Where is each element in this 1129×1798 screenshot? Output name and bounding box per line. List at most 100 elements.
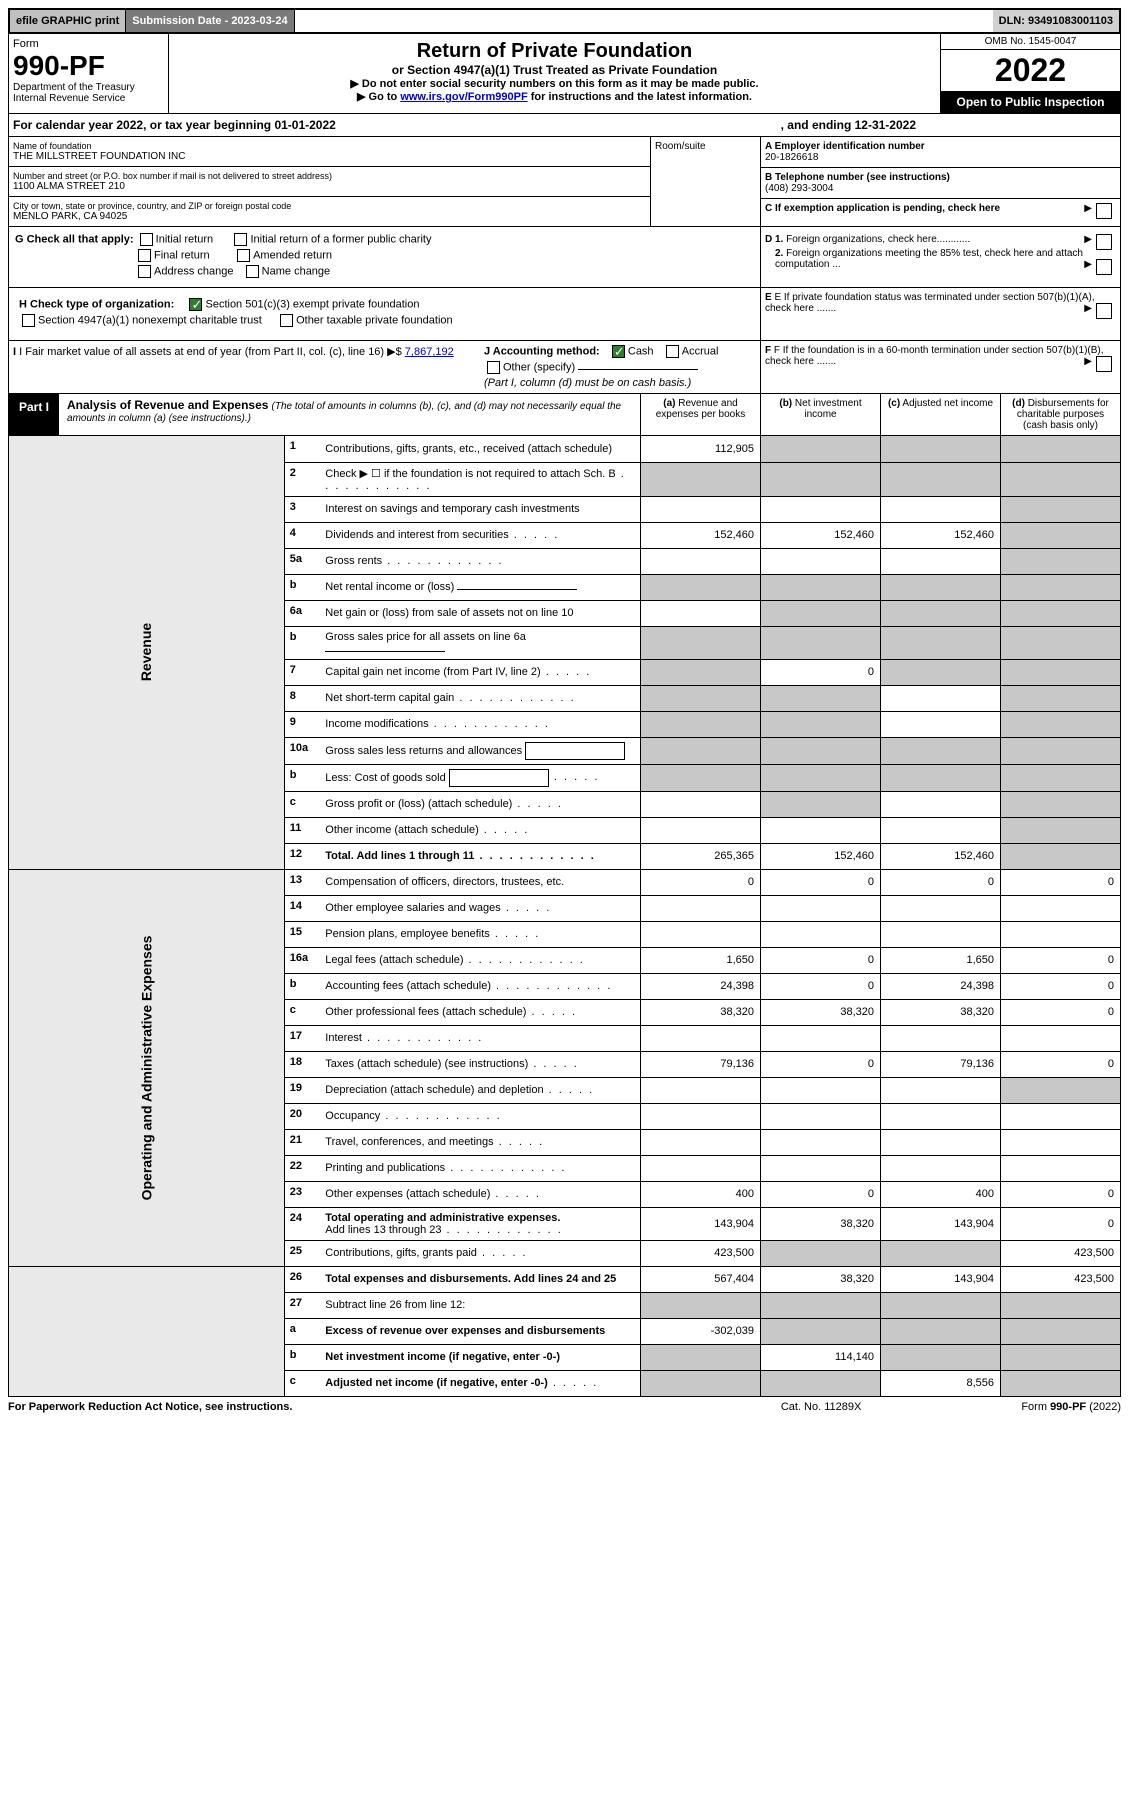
calendar-year-row: For calendar year 2022, or tax year begi… [8,114,1121,137]
row-22-label: Printing and publications [325,1162,445,1174]
row-21-label: Travel, conferences, and meetings [325,1136,493,1148]
j-label: J Accounting method: [484,345,600,357]
row-16c-label: Other professional fees (attach schedule… [325,1006,526,1018]
city-state-zip: MENLO PARK, CA 94025 [13,211,646,222]
row-27b-label: Net investment income (if negative, ente… [325,1351,560,1363]
accrual-checkbox[interactable] [666,345,679,358]
part1-header: Part I Analysis of Revenue and Expenses … [8,394,1121,436]
form-header: Form 990-PF Department of the Treasury I… [8,34,1121,114]
name-change-checkbox[interactable] [246,265,259,278]
form-number: 990-PF [13,50,164,82]
row-16a-label: Legal fees (attach schedule) [325,954,463,966]
row-2-label: Check ▶ ☐ if the foundation is not requi… [325,468,615,480]
row-27c-label: Adjusted net income (if negative, enter … [325,1377,547,1389]
row-13-label: Compensation of officers, directors, tru… [320,869,640,895]
row-27-label: Subtract line 26 from line 12: [320,1292,640,1318]
page-footer: For Paperwork Reduction Act Notice, see … [8,1397,1121,1417]
row-5b-label: Net rental income or (loss) [325,581,454,593]
row-23-label: Other expenses (attach schedule) [325,1188,490,1200]
row-14-label: Other employee salaries and wages [325,902,500,914]
row-27a-label: Excess of revenue over expenses and disb… [320,1318,640,1344]
final-return-checkbox[interactable] [138,249,151,262]
section-g-d: G Check all that apply: Initial return I… [8,227,1121,288]
revenue-side-label: Revenue [138,623,154,681]
row-10c-label: Gross profit or (loss) (attach schedule) [325,798,512,810]
h-label: H Check type of organization: [19,298,174,310]
g-label: G Check all that apply: [15,233,134,245]
footer-catno: Cat. No. 11289X [781,1401,862,1413]
row-8-label: Net short-term capital gain [325,692,454,704]
fmv-amount[interactable]: 7,867,192 [405,346,454,358]
other-taxable-checkbox[interactable] [280,314,293,327]
part1-table: Revenue 1Contributions, gifts, grants, e… [8,436,1121,1397]
row-16b-label: Accounting fees (attach schedule) [325,980,491,992]
address-change-checkbox[interactable] [138,265,151,278]
irs: Internal Revenue Service [13,93,164,104]
city-label: City or town, state or province, country… [13,201,646,211]
footer-paperwork: For Paperwork Reduction Act Notice, see … [8,1401,292,1413]
row-1-label: Contributions, gifts, grants, etc., rece… [320,436,640,462]
f-text: F If the foundation is in a 60-month ter… [765,345,1104,367]
row-20-label: Occupancy [325,1110,380,1122]
row-10b-label: Less: Cost of goods sold [325,771,445,783]
dln: DLN: 93491083001103 [993,10,1119,32]
room-label: Room/suite [655,141,756,152]
row-15-label: Pension plans, employee benefits [325,928,490,940]
row-7-label: Capital gain net income (from Part IV, l… [325,666,540,678]
street-address: 1100 ALMA STREET 210 [13,181,646,192]
submission-date: Submission Date - 2023-03-24 [126,10,294,32]
row-5a-label: Gross rents [325,555,382,567]
col-c-header: Adjusted net income [902,398,993,409]
d2-text: Foreign organizations meeting the 85% te… [775,248,1083,270]
table-row: Operating and Administrative Expenses 13… [9,869,1121,895]
footer-form: Form 990-PF (2022) [1021,1401,1121,1413]
f-checkbox[interactable] [1096,356,1112,372]
row-4-label: Dividends and interest from securities [325,529,508,541]
name-label: Name of foundation [13,141,646,151]
tax-year: 2022 [941,50,1120,91]
part1-tab: Part I [9,394,59,435]
note-link: ▶ Go to www.irs.gov/Form990PF for instru… [175,90,934,103]
table-row: Revenue 1Contributions, gifts, grants, e… [9,436,1121,462]
row-11-label: Other income (attach schedule) [325,824,478,836]
i-label: I Fair market value of all assets at end… [19,346,402,358]
phone-label: B Telephone number (see instructions) [765,172,1116,183]
e-checkbox[interactable] [1096,303,1112,319]
section-i-j-f: I I Fair market value of all assets at e… [8,341,1121,394]
topbar: efile GRAPHIC print Submission Date - 20… [8,8,1121,34]
row-9-label: Income modifications [325,718,428,730]
row-19-label: Depreciation (attach schedule) and deple… [325,1084,543,1096]
other-method-checkbox[interactable] [487,361,500,374]
addr-label: Number and street (or P.O. box number if… [13,171,646,181]
ein-label: A Employer identification number [765,141,1116,152]
form-subtitle: or Section 4947(a)(1) Trust Treated as P… [175,63,934,77]
initial-return-public-checkbox[interactable] [234,233,247,246]
row-12-label: Total. Add lines 1 through 11 [325,850,474,862]
open-public: Open to Public Inspection [941,91,1120,113]
dept: Department of the Treasury [13,82,164,93]
row-6a-label: Net gain or (loss) from sale of assets n… [320,600,640,626]
d1-checkbox[interactable] [1096,234,1112,250]
4947a1-checkbox[interactable] [22,314,35,327]
phone: (408) 293-3004 [765,183,1116,194]
initial-return-checkbox[interactable] [140,233,153,246]
e-text: E If private foundation status was termi… [765,292,1095,314]
note-ssn: ▶ Do not enter social security numbers o… [175,77,934,90]
efile-label[interactable]: efile GRAPHIC print [10,10,126,32]
omb: OMB No. 1545-0047 [941,34,1120,50]
foundation-info: Name of foundation THE MILLSTREET FOUNDA… [8,137,1121,227]
row-24-label: Total operating and administrative expen… [325,1212,560,1224]
cash-checkbox[interactable] [612,345,625,358]
row-6b-label: Gross sales price for all assets on line… [325,631,526,643]
501c3-checkbox[interactable] [189,298,202,311]
amended-return-checkbox[interactable] [237,249,250,262]
row-3-label: Interest on savings and temporary cash i… [320,496,640,522]
irs-link[interactable]: www.irs.gov/Form990PF [400,91,527,103]
c-checkbox[interactable] [1096,203,1112,219]
row-18-label: Taxes (attach schedule) (see instruction… [325,1058,528,1070]
j-note: (Part I, column (d) must be on cash basi… [484,377,756,389]
d2-checkbox[interactable] [1096,259,1112,275]
row-17-label: Interest [325,1032,362,1044]
c-label: C If exemption application is pending, c… [765,203,1000,214]
table-row: 26Total expenses and disbursements. Add … [9,1266,1121,1292]
